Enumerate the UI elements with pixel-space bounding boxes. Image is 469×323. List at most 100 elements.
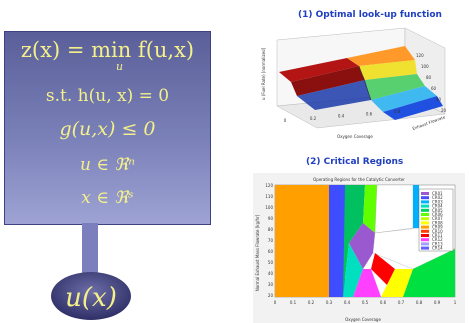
legend-swatch: [421, 229, 429, 233]
legend-swatch: [421, 238, 429, 242]
legend-swatch: [421, 242, 429, 246]
plot2-y-tick: 100: [265, 205, 273, 210]
plot2-y-ticks: 120 110 100 90 80 70 60 50 40 30 20: [265, 183, 273, 298]
plot2-x-ticks: 0 0.1 0.2 0.3 0.4 0.5 0.6 0.7 0.8 0.9 1: [274, 300, 457, 305]
surface-edge: [358, 65, 372, 101]
legend-label: CR05: [432, 208, 443, 213]
surface-plot: u (Fuel Rate) [normalized] Oxygen Covera…: [261, 27, 447, 139]
plot1-x-tick: 0.8: [394, 109, 401, 114]
arrow-shaft: [82, 223, 98, 279]
plot2-x-tick: 0.8: [416, 300, 423, 305]
surface-green-band: [365, 74, 425, 100]
legend-swatch: [421, 213, 429, 216]
legend-label: CR03: [432, 199, 443, 204]
regions-plot: Operating Regions for the Catalytic Conv…: [253, 173, 465, 323]
surface-plateau: [279, 58, 359, 82]
plot1-y-tick: 80: [426, 75, 432, 80]
plot1-title: (1) Optimal look-up function: [298, 10, 442, 20]
region-yellow: [381, 269, 413, 297]
legend-label: CR02: [432, 195, 443, 200]
legend-label: CR12: [432, 237, 443, 242]
output-label: u(x): [65, 283, 117, 313]
plot1-xlabel: Oxygen Coverage: [337, 134, 373, 139]
plot2-y-tick: 90: [268, 216, 274, 221]
plot2-xlabel: Oxygen Coverage: [345, 317, 381, 322]
legend-swatch: [421, 246, 429, 250]
surface-cliff: [297, 80, 371, 110]
plot1-y-tick: 60: [431, 86, 437, 91]
region-blue: [329, 185, 345, 297]
legend-label: CR07: [432, 216, 443, 221]
plot1-x-ticks: 0 0.2 0.4 0.6 0.8: [284, 109, 401, 123]
objective-text: z(x) = min f(u,x): [20, 38, 195, 62]
legend-label: CR01: [432, 191, 443, 196]
legend-label: CR13: [432, 241, 443, 246]
plot1-y-ticks: 20 40 60 80 100 120: [416, 53, 447, 113]
legend-label: CR06: [432, 212, 443, 217]
surface-blue-band: [383, 96, 443, 120]
objective-equation: z(x) = min f(u,x) u: [5, 38, 210, 73]
plot2-ylabel: Normal Exhaust Mass Flowrate [kg/hr]: [255, 214, 260, 291]
plot2-y-tick: 20: [268, 293, 274, 298]
legend-label: CR10: [432, 229, 443, 234]
plot1-x-tick: 0.4: [338, 114, 345, 119]
legend-label: CR04: [432, 204, 443, 209]
legend-swatch: [421, 225, 429, 229]
region-cyan-strip: [413, 185, 419, 228]
plot1-y-tick: 100: [421, 64, 429, 69]
plot1-zlabel: u (Fuel Rate) [normalized]: [261, 47, 266, 100]
regions-legend-items: CR01CR02CR03CR04CR05CR06CR07CR08CR09CR10…: [421, 191, 443, 251]
region-teal: [343, 243, 363, 297]
plot2-y-tick: 50: [268, 260, 274, 265]
plot2-x-tick: 0.7: [398, 300, 405, 305]
surface-cyan-band: [371, 86, 437, 112]
objective-subscript: u: [116, 60, 124, 73]
plot2-x-tick: 0.2: [308, 300, 315, 305]
plot2-x-tick: 0.5: [362, 300, 369, 305]
plot1-x-tick: 0.2: [310, 116, 317, 121]
plot2-x-tick: 0.3: [326, 300, 333, 305]
plot2-x-tick: 1: [454, 300, 457, 305]
legend-swatch: [421, 204, 429, 208]
legend-swatch: [421, 208, 429, 212]
plot2-y-tick: 30: [268, 282, 274, 287]
region-orange: [275, 185, 329, 297]
surface-orange-band: [347, 46, 415, 66]
region-purple: [349, 223, 375, 269]
legend-swatch: [421, 221, 429, 225]
region-green: [343, 185, 365, 297]
plot2-y-tick: 80: [268, 227, 274, 232]
plot1-y-tick: 20: [441, 108, 447, 113]
plot1-x-tick: 0.6: [366, 111, 373, 116]
legend-label: CR14: [432, 246, 443, 251]
inequality-constraint: g(u,x) ≤ 0: [59, 118, 156, 140]
plot2-x-tick: 0.4: [344, 300, 351, 305]
plot2-x-tick: 0.1: [290, 300, 297, 305]
plot1-y-tick: 40: [436, 97, 442, 102]
x-domain: x ∈ ℜˢ: [81, 188, 134, 208]
surface-yellow-band: [359, 60, 417, 80]
plot2-y-tick: 40: [268, 271, 274, 276]
plot2-x-tick: 0.9: [434, 300, 441, 305]
plot2-y-tick: 120: [265, 183, 273, 188]
plot1-x-tick: 0: [284, 118, 287, 123]
equation-panel: z(x) = min f(u,x) u s.t. h(u, x) = 0 g(u…: [4, 31, 211, 225]
region-magenta: [353, 269, 381, 297]
plot2-inner-title: Operating Regions for the Catalytic Conv…: [313, 177, 405, 182]
plot2-title: (2) Critical Regions: [306, 157, 404, 167]
legend-label: CR09: [432, 225, 443, 230]
region-bright-green: [403, 249, 455, 297]
plot2-x-tick: 0.6: [380, 300, 387, 305]
legend-swatch: [421, 217, 429, 221]
legend-swatch: [421, 234, 429, 237]
legend-swatch: [421, 200, 429, 204]
legend-swatch: [421, 196, 429, 200]
plot1-y-tick: 120: [416, 53, 424, 58]
output-ellipse: [51, 272, 131, 320]
region-red: [371, 253, 395, 285]
plot2-y-tick: 60: [268, 249, 274, 254]
plot2-y-tick: 110: [265, 194, 273, 199]
legend-swatch: [421, 192, 429, 195]
equality-constraint: s.t. h(u, x) = 0: [45, 86, 170, 106]
